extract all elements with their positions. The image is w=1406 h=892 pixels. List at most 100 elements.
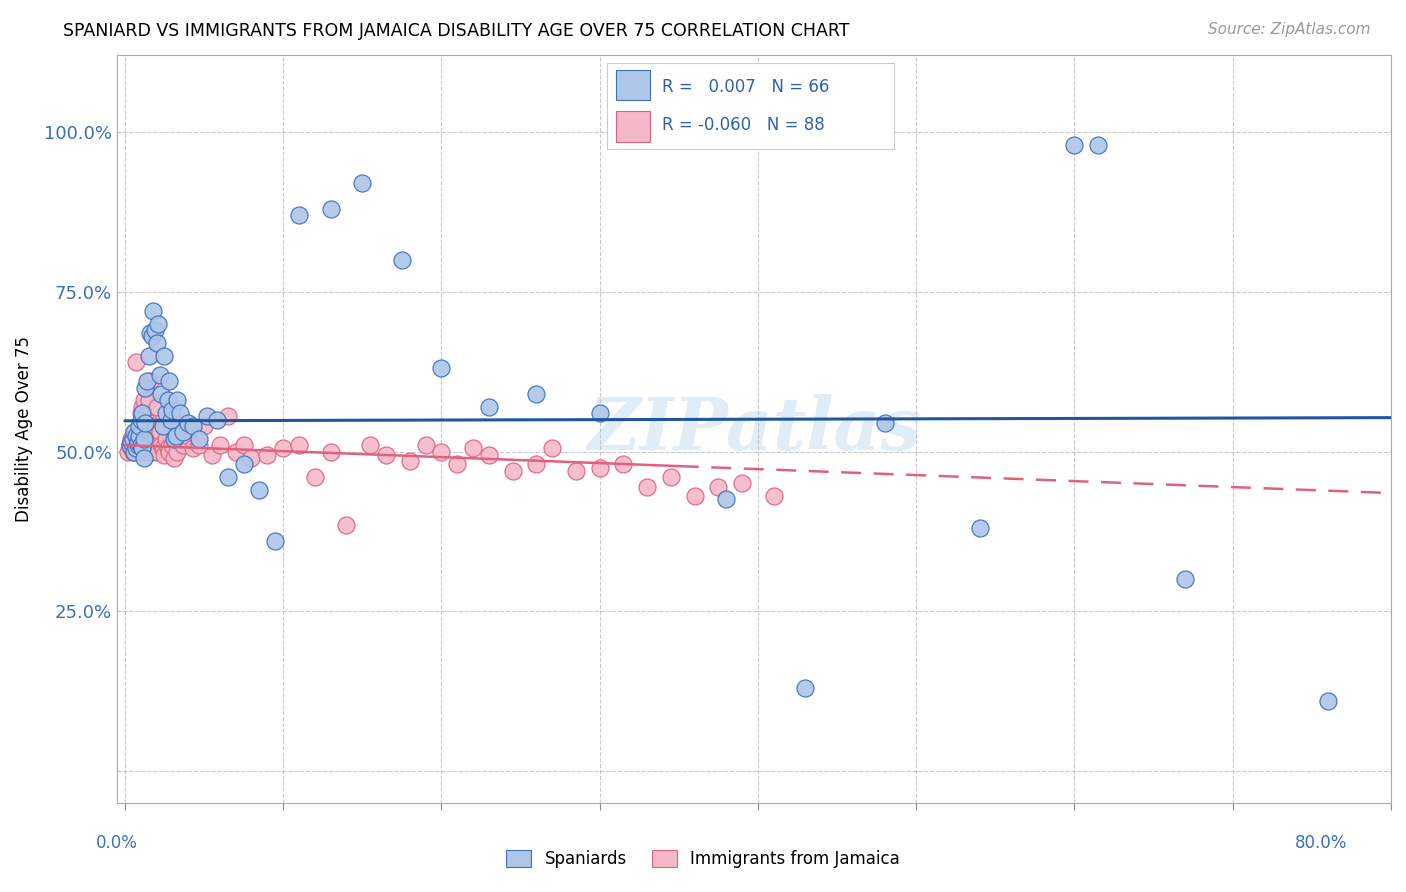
Point (375, 448, 398, 462)
Point (415, 438, 437, 452)
Point (172, 425, 194, 440)
Point (128, 434, 150, 449)
Point (181, 419, 204, 434)
Point (541, 442, 564, 456)
Point (288, 438, 311, 452)
Point (166, 444, 188, 458)
Point (128, 428, 150, 442)
Point (208, 438, 231, 452)
Point (478, 400, 501, 414)
Point (165, 416, 187, 430)
Point (128, 438, 150, 452)
Point (141, 444, 163, 458)
Point (162, 438, 184, 452)
Point (188, 432, 211, 446)
Point (124, 444, 146, 458)
Point (195, 409, 218, 424)
Point (165, 428, 187, 442)
Point (335, 518, 357, 533)
Point (1063, 137, 1085, 152)
Point (181, 442, 204, 456)
Point (188, 438, 211, 452)
Point (125, 442, 148, 456)
Point (288, 208, 311, 222)
Point (129, 442, 152, 456)
Text: 80.0%: 80.0% (1295, 834, 1347, 852)
Point (162, 403, 184, 417)
Point (121, 444, 143, 458)
Point (136, 428, 159, 442)
Point (124, 425, 146, 440)
Point (446, 458, 468, 472)
Point (524, 458, 547, 472)
Point (166, 393, 188, 408)
Point (127, 434, 149, 449)
Point (205, 412, 228, 426)
Point (304, 470, 326, 484)
Point (129, 438, 152, 452)
Text: Source: ZipAtlas.com: Source: ZipAtlas.com (1208, 22, 1371, 37)
Point (636, 480, 658, 494)
Point (142, 422, 165, 436)
Point (169, 422, 191, 436)
Point (155, 406, 177, 420)
Point (118, 438, 141, 452)
Point (124, 434, 146, 449)
Point (131, 400, 153, 414)
Text: SPANIARD VS IMMIGRANTS FROM JAMAICA DISABILITY AGE OVER 75 CORRELATION CHART: SPANIARD VS IMMIGRANTS FROM JAMAICA DISA… (63, 22, 849, 40)
Point (731, 476, 754, 491)
Point (264, 534, 287, 549)
Point (142, 438, 165, 452)
Point (149, 368, 172, 382)
Point (134, 416, 156, 430)
Point (271, 442, 294, 456)
Text: ZIPatlas: ZIPatlas (586, 393, 921, 465)
Point (430, 444, 453, 458)
Point (232, 458, 254, 472)
Point (127, 438, 149, 452)
Y-axis label: Disability Age Over 75: Disability Age Over 75 (15, 336, 32, 522)
Point (352, 176, 374, 190)
Point (139, 326, 162, 341)
Point (156, 393, 179, 408)
Point (143, 442, 166, 456)
Point (141, 329, 163, 343)
Point (121, 432, 143, 446)
Point (145, 444, 167, 458)
Point (139, 374, 162, 388)
Point (124, 425, 146, 440)
Point (319, 202, 342, 216)
Point (127, 432, 149, 446)
Point (118, 438, 141, 452)
Point (1316, 694, 1339, 708)
Point (143, 432, 166, 446)
Point (146, 444, 169, 458)
Point (153, 448, 176, 462)
Point (716, 492, 738, 507)
Point (172, 438, 194, 452)
Point (1087, 137, 1109, 152)
Point (143, 323, 166, 337)
Point (142, 304, 165, 318)
Point (120, 434, 142, 449)
Point (1174, 573, 1197, 587)
Point (249, 483, 271, 497)
Point (146, 317, 169, 331)
Point (589, 406, 612, 420)
Point (169, 406, 191, 420)
Point (659, 470, 682, 484)
Point (132, 432, 155, 446)
Point (177, 428, 200, 442)
Point (163, 432, 186, 446)
Point (134, 381, 156, 395)
Legend: Spaniards, Immigrants from Jamaica: Spaniards, Immigrants from Jamaica (499, 843, 907, 875)
Point (159, 416, 181, 430)
Point (136, 374, 159, 388)
Point (762, 489, 785, 503)
Point (121, 438, 143, 452)
Point (127, 442, 149, 456)
Point (131, 442, 153, 456)
Point (524, 387, 547, 401)
Point (217, 409, 239, 424)
Point (256, 448, 278, 462)
